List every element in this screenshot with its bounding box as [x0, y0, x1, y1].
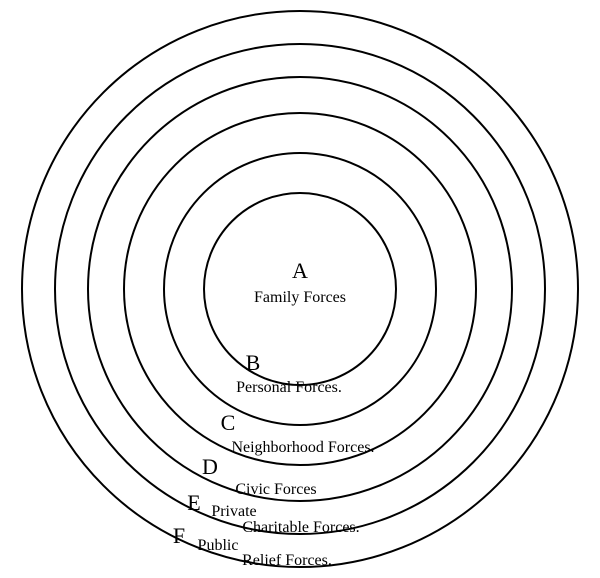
ring-label-c: Neighborhood Forces.: [231, 439, 374, 456]
ring-label-f-line2: Relief Forces.: [242, 552, 332, 569]
ring-label-f-line1: Public: [198, 537, 239, 554]
ring-letter-e: E: [187, 490, 200, 515]
ring-letter-f: F: [173, 523, 185, 548]
ring-label-a: Family Forces: [254, 289, 346, 306]
concentric-forces-diagram: A Family Forces B Personal Forces.C Neighbor…: [0, 0, 600, 578]
ring-letter-a: A: [292, 258, 308, 283]
ring-label-e-line2: Charitable Forces.: [242, 519, 359, 536]
ring-letter-c: C: [221, 410, 236, 435]
ring-label-e-line1: Private: [211, 503, 256, 520]
ring-label-d: Civic Forces: [235, 481, 316, 498]
ring-letter-d: D: [202, 454, 218, 479]
ring-label-b: Personal Forces.: [236, 379, 342, 396]
ring-letter-b: B: [246, 350, 261, 375]
